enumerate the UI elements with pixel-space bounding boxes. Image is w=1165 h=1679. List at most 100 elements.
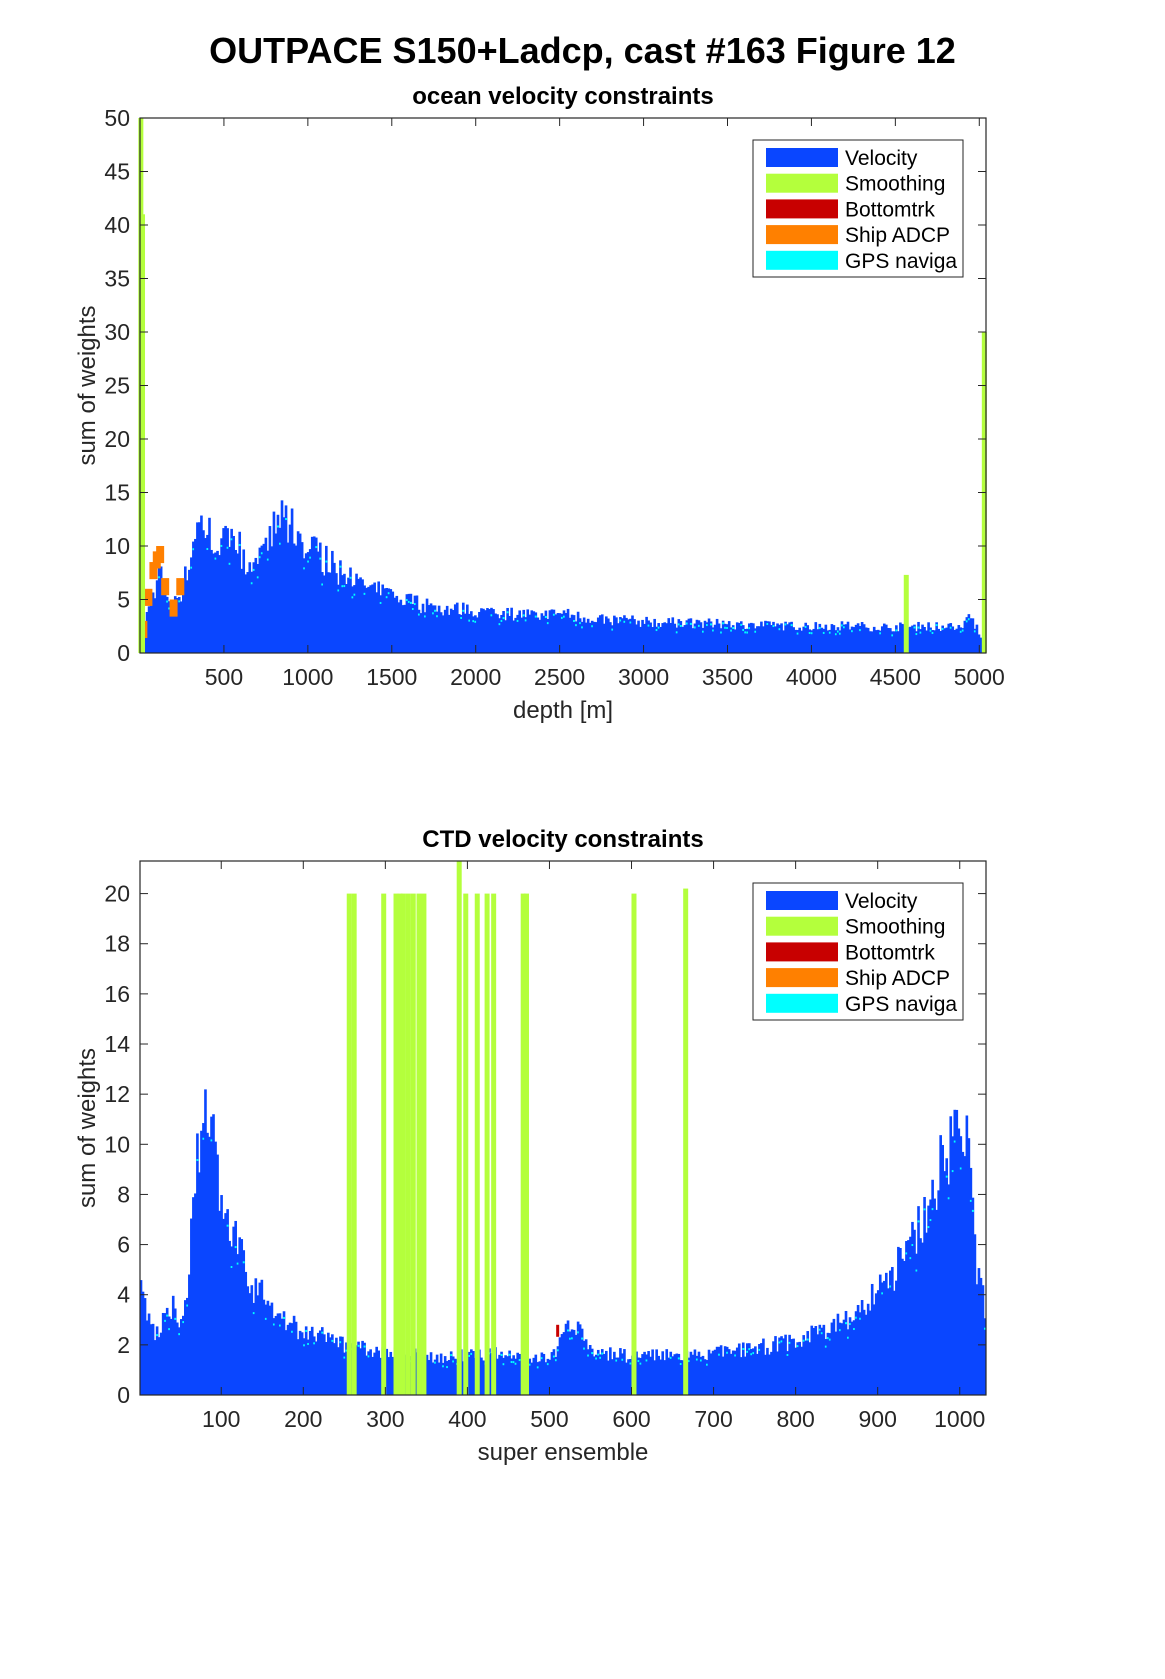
gps-mark — [947, 1197, 950, 1200]
velocity-bar — [621, 618, 624, 653]
velocity-bar — [246, 1286, 250, 1395]
velocity-bar — [248, 1293, 252, 1395]
velocity-bar — [594, 622, 598, 653]
gps-mark — [563, 615, 566, 618]
velocity-bar — [427, 605, 431, 653]
gps-mark — [701, 630, 704, 633]
velocity-bar — [816, 629, 820, 653]
velocity-bar — [252, 562, 256, 653]
gps-mark — [804, 625, 807, 628]
velocity-bar — [369, 585, 372, 653]
velocity-bar — [570, 1329, 574, 1395]
velocity-bar — [673, 623, 677, 653]
velocity-bar — [623, 1349, 626, 1395]
velocity-bar — [957, 625, 961, 653]
velocity-bar — [506, 607, 509, 653]
gps-mark — [796, 1345, 799, 1348]
velocity-bar — [516, 614, 519, 653]
y-tick-label: 18 — [104, 931, 130, 957]
gps-mark — [220, 544, 223, 547]
velocity-bar — [854, 624, 858, 653]
gps-mark — [879, 632, 882, 635]
smoothing-spike — [351, 893, 357, 1395]
velocity-bar — [169, 602, 173, 653]
gps-mark — [778, 628, 781, 631]
velocity-bar — [343, 1352, 346, 1395]
gps-mark — [881, 1292, 884, 1295]
gps-mark — [518, 1359, 521, 1362]
y-tick-label: 45 — [104, 159, 130, 185]
velocity-bar — [453, 604, 457, 653]
velocity-bar — [897, 1246, 900, 1395]
velocity-bar — [969, 618, 973, 653]
velocity-bar — [874, 1293, 878, 1395]
velocity-bar — [222, 528, 225, 653]
velocity-bar — [921, 624, 924, 653]
gps-mark — [669, 1356, 672, 1359]
gps-mark — [202, 1137, 205, 1140]
y-tick-label: 6 — [117, 1232, 130, 1258]
x-tick-label: 500 — [530, 1406, 568, 1432]
velocity-bar — [850, 1321, 854, 1395]
velocity-bar — [188, 1274, 191, 1395]
velocity-bar — [864, 1314, 868, 1395]
velocity-bar — [637, 620, 640, 653]
velocity-bar — [756, 1353, 759, 1395]
gps-mark — [540, 1357, 543, 1360]
gps-mark — [321, 583, 324, 586]
velocity-bar — [300, 1332, 304, 1395]
gps-mark — [687, 1360, 690, 1363]
gps-mark — [252, 1312, 255, 1315]
velocity-bar — [631, 615, 634, 653]
velocity-bar — [768, 621, 771, 653]
gps-mark — [434, 609, 437, 612]
velocity-bar — [385, 587, 389, 653]
velocity-bar — [963, 620, 967, 653]
velocity-bar — [510, 1358, 513, 1395]
velocity-bar — [280, 1318, 284, 1395]
gps-mark — [554, 1359, 557, 1362]
x-tick-label: 400 — [448, 1406, 486, 1432]
gps-mark — [424, 615, 427, 618]
velocity-bar — [161, 580, 165, 653]
velocity-bar — [840, 1323, 844, 1395]
velocity-bar — [576, 1321, 580, 1395]
x-tick-label: 3500 — [702, 664, 753, 690]
velocity-bar — [876, 629, 880, 653]
velocity-bar — [887, 627, 890, 653]
gps-mark — [278, 1324, 281, 1327]
velocity-bar — [901, 1258, 904, 1395]
velocity-bar — [246, 572, 250, 653]
velocity-bar — [514, 617, 517, 653]
velocity-bar — [842, 624, 846, 653]
gps-mark — [343, 1356, 346, 1359]
velocity-bar — [218, 555, 221, 653]
velocity-bar — [596, 1349, 600, 1395]
velocity-bar — [204, 538, 207, 653]
velocity-bar — [163, 1313, 167, 1395]
velocity-bar — [556, 1346, 560, 1395]
velocity-bar — [588, 1345, 592, 1395]
gps-mark — [965, 620, 968, 623]
velocity-bar — [431, 605, 435, 653]
gps-mark — [502, 617, 505, 620]
velocity-bar — [159, 566, 163, 653]
velocity-bar — [459, 614, 463, 653]
velocity-bar — [329, 572, 332, 653]
x-tick-label: 2000 — [450, 664, 501, 690]
x-tick-label: 5000 — [954, 664, 1005, 690]
velocity-bar — [705, 622, 709, 653]
velocity-bar — [717, 1346, 721, 1395]
velocity-bar — [725, 624, 729, 653]
gps-mark — [679, 624, 682, 627]
gps-mark — [595, 1357, 598, 1360]
y-axis-label: sum of weights — [74, 1048, 101, 1208]
gps-mark — [214, 557, 217, 560]
gps-mark — [228, 562, 231, 565]
velocity-bar — [651, 1349, 654, 1395]
velocity-bar — [786, 624, 789, 653]
gps-mark — [353, 593, 356, 596]
velocity-bar — [800, 630, 803, 653]
velocity-bar — [693, 623, 697, 653]
gps-mark — [583, 1347, 586, 1350]
